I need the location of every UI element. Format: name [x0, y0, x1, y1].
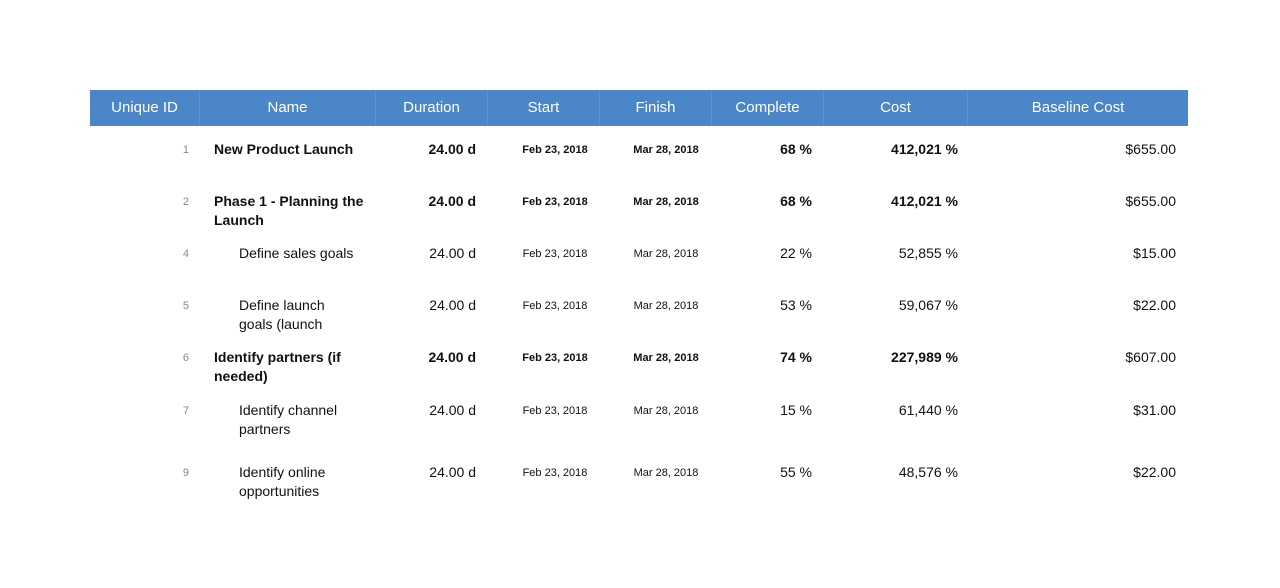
cost: 48,576 %: [898, 464, 958, 480]
table-header: Unique ID Name Duration Start Finish Complete…: [90, 90, 1188, 126]
finish-date: Mar 28, 2018: [633, 248, 699, 260]
task-name: Identify partners (if needed): [214, 349, 341, 384]
task-name: Define sales goals: [239, 245, 354, 261]
finish-date: Mar 28, 2018: [633, 300, 699, 312]
column-header: Start: [488, 90, 600, 126]
unique-id: 6: [182, 352, 189, 364]
finish-date: Mar 28, 2018: [633, 405, 699, 417]
unique-id: 7: [182, 405, 189, 417]
baseline-cost: $655.00: [1125, 193, 1176, 209]
baseline-cost: $607.00: [1125, 349, 1176, 365]
complete: 55 %: [780, 464, 812, 480]
finish-date: Mar 28, 2018: [633, 467, 699, 479]
unique-id: 5: [182, 300, 189, 312]
cost: 61,440 %: [898, 402, 958, 418]
complete: 68 %: [780, 193, 812, 209]
unique-id: 4: [182, 248, 189, 260]
unique-id: 1: [182, 144, 189, 156]
duration: 24.00 d: [428, 193, 476, 209]
column-header: Finish: [600, 90, 712, 126]
baseline-cost: $655.00: [1125, 141, 1176, 157]
column-header: Unique ID: [90, 90, 200, 126]
column-header: Complete: [712, 90, 824, 126]
duration: 24.00 d: [429, 464, 476, 480]
complete: 22 %: [780, 245, 812, 261]
cost: 59,067 %: [898, 297, 958, 313]
baseline-cost: $22.00: [1133, 464, 1176, 480]
unique-id: 9: [182, 467, 189, 479]
finish-date: Mar 28, 2018: [633, 196, 699, 208]
start-date: Feb 23, 2018: [522, 300, 588, 312]
column-header: Duration: [376, 90, 488, 126]
finish-date: Mar 28, 2018: [633, 144, 699, 156]
task-name: Phase 1 - Planning the Launch: [214, 193, 364, 228]
cost: 412,021 %: [891, 193, 958, 209]
task-name: New Product Launch: [214, 141, 354, 157]
cost: 52,855 %: [898, 245, 958, 261]
unique-id: 2: [182, 196, 189, 208]
baseline-cost: $22.00: [1133, 297, 1176, 313]
duration: 24.00 d: [429, 402, 476, 418]
start-date: Feb 23, 2018: [522, 352, 588, 364]
start-date: Feb 23, 2018: [522, 248, 588, 260]
column-header: Cost: [824, 90, 968, 126]
complete: 53 %: [780, 297, 812, 313]
task-name: Identify online opportunities: [239, 464, 326, 499]
baseline-cost: $15.00: [1133, 245, 1176, 261]
cost: 412,021 %: [891, 141, 958, 157]
start-date: Feb 23, 2018: [522, 144, 588, 156]
start-date: Feb 23, 2018: [522, 467, 588, 479]
duration: 24.00 d: [429, 245, 476, 261]
start-date: Feb 23, 2018: [522, 405, 588, 417]
complete: 74 %: [780, 349, 812, 365]
task-name: Identify channel partners: [239, 402, 338, 437]
column-header: Baseline Cost: [1031, 99, 1125, 116]
finish-date: Mar 28, 2018: [633, 352, 699, 364]
task-name: Define launch goals (launch: [239, 297, 325, 332]
duration: 24.00 d: [429, 297, 476, 313]
complete: 15 %: [780, 402, 812, 418]
cost: 227,989 %: [891, 349, 958, 365]
duration: 24.00 d: [428, 141, 476, 157]
start-date: Feb 23, 2018: [522, 196, 588, 208]
column-header: Name: [200, 90, 376, 126]
baseline-cost: $31.00: [1133, 402, 1176, 418]
duration: 24.00 d: [428, 349, 476, 365]
complete: 68 %: [780, 141, 812, 157]
